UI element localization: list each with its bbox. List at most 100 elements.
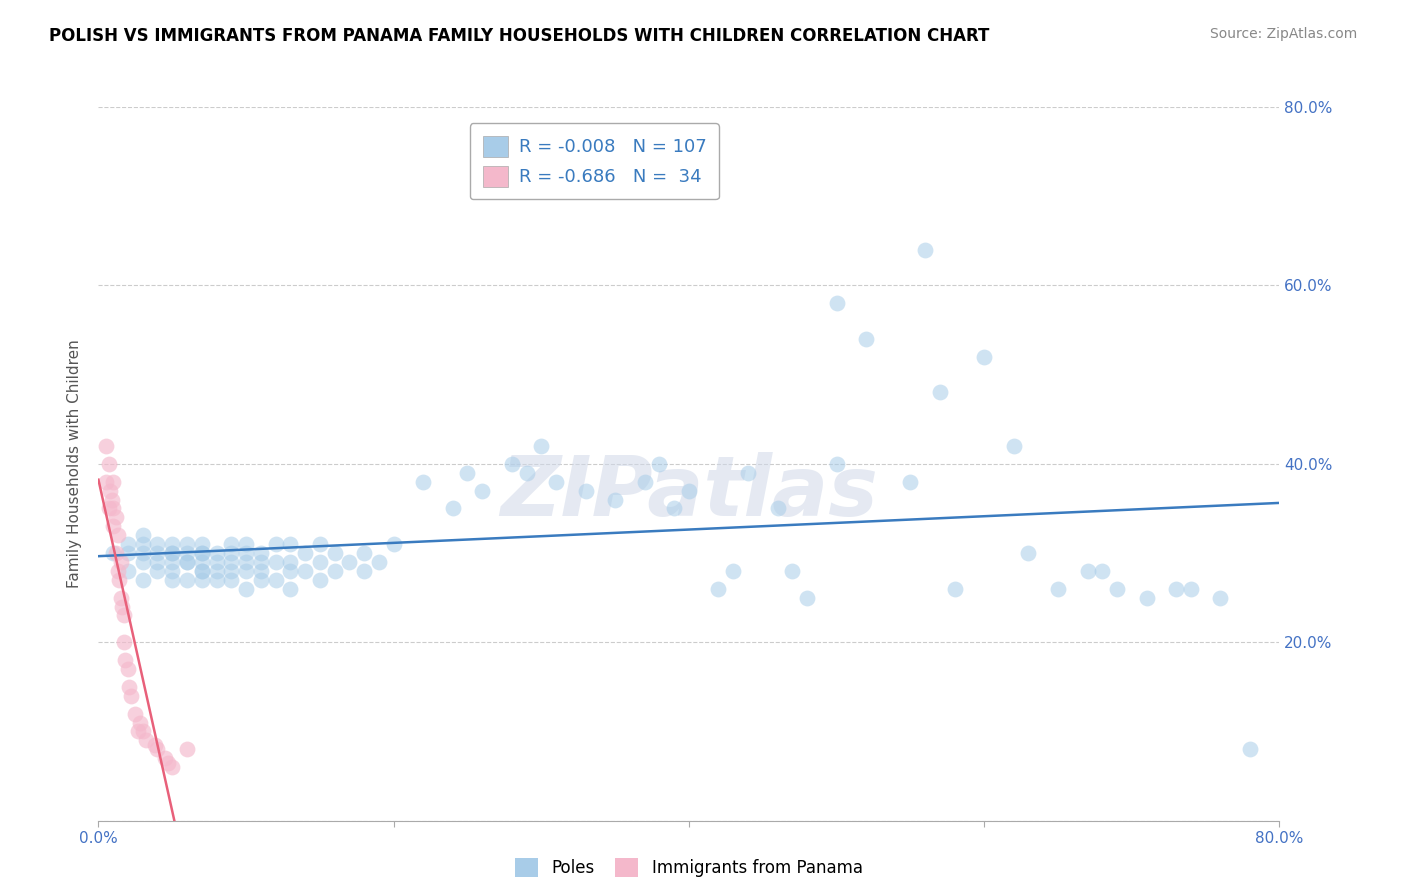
Point [117,662,139,676]
Point [176,546,198,560]
Point [191,573,214,587]
Point [235,582,257,596]
Point [97,501,120,516]
Point [219,537,242,551]
Point [235,537,257,551]
Point [441,501,464,516]
Point [205,546,228,560]
Point [1017,546,1039,560]
Point [353,564,375,578]
Point [146,742,169,756]
Point [412,475,434,489]
Point [309,573,332,587]
Point [132,573,155,587]
Text: POLISH VS IMMIGRANTS FROM PANAMA FAMILY HOUSEHOLDS WITH CHILDREN CORRELATION CHA: POLISH VS IMMIGRANTS FROM PANAMA FAMILY … [49,27,990,45]
Point [973,350,995,364]
Point [108,573,131,587]
Point [132,724,155,739]
Point [124,706,146,721]
Point [323,564,346,578]
Point [128,715,150,730]
Point [309,555,332,569]
Y-axis label: Family Households with Children: Family Households with Children [67,340,83,588]
Point [1046,582,1069,596]
Point [501,457,523,471]
Point [914,243,936,257]
Point [219,546,242,560]
Point [162,537,183,551]
Point [1002,439,1025,453]
Point [191,546,214,560]
Point [94,475,117,489]
Point [176,537,198,551]
Point [278,582,302,596]
Point [928,385,950,400]
Point [1164,582,1187,596]
Point [353,546,375,560]
Text: ZIPatlas: ZIPatlas [501,452,877,533]
Point [943,582,966,596]
Point [191,564,214,578]
Point [278,555,302,569]
Point [219,573,242,587]
Point [219,555,242,569]
Point [278,564,302,578]
Point [98,483,121,498]
Point [135,733,157,747]
Point [250,555,273,569]
Point [110,591,132,605]
Point [162,546,183,560]
Point [146,546,169,560]
Point [105,546,128,560]
Point [103,475,125,489]
Point [156,756,179,770]
Point [1091,564,1114,578]
Point [900,475,922,489]
Point [146,564,169,578]
Point [191,564,214,578]
Point [112,608,135,623]
Point [855,332,877,346]
Point [633,475,655,489]
Point [162,760,183,774]
Point [146,537,169,551]
Point [737,466,759,480]
Point [1135,591,1157,605]
Point [110,555,132,569]
Point [605,492,627,507]
Point [796,591,818,605]
Point [250,564,273,578]
Point [546,475,568,489]
Point [707,582,730,596]
Point [825,296,848,310]
Point [723,564,745,578]
Point [1209,591,1232,605]
Point [382,537,405,551]
Point [103,501,125,516]
Point [782,564,804,578]
Point [235,555,257,569]
Point [117,564,139,578]
Point [191,537,214,551]
Point [111,599,134,614]
Point [107,564,129,578]
Point [678,483,700,498]
Point [205,564,228,578]
Point [1105,582,1128,596]
Point [127,724,149,739]
Point [162,546,183,560]
Point [118,680,141,694]
Point [323,546,346,560]
Point [264,537,287,551]
Point [103,519,125,533]
Point [132,555,155,569]
Point [105,510,128,524]
Point [530,439,553,453]
Point [114,653,136,667]
Point [176,573,198,587]
Point [825,457,848,471]
Point [153,751,176,765]
Point [294,546,316,560]
Point [132,546,155,560]
Point [456,466,478,480]
